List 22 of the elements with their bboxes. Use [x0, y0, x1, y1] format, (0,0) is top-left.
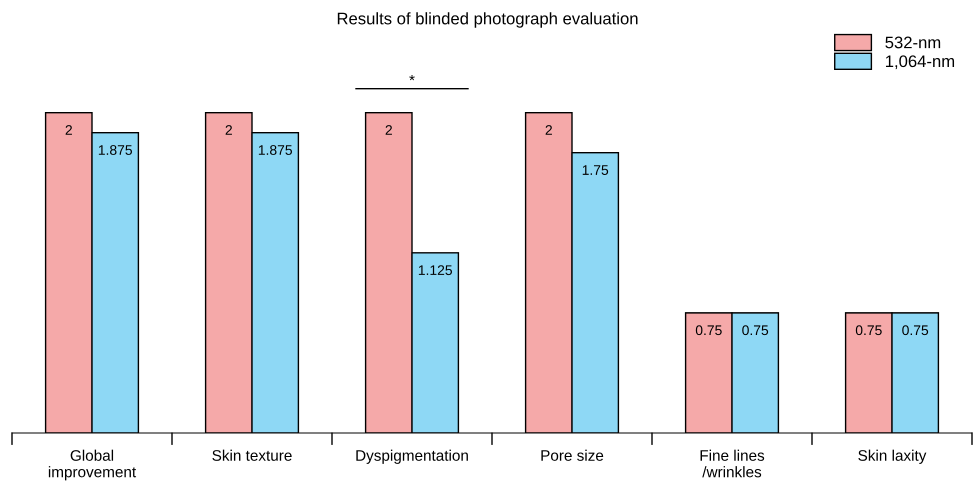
- data-label: 2: [226, 125, 232, 135]
- chart-title: Results of blinded photograph evaluation: [338, 12, 638, 28]
- data-label: 1.875: [258, 145, 292, 155]
- data-label: 1.75: [582, 165, 608, 175]
- data-label: 0.75: [902, 325, 928, 336]
- data-label: 0.75: [696, 325, 722, 336]
- x-tick-label: Global improvement: [48, 450, 136, 480]
- data-label: 2: [386, 125, 392, 135]
- data-label: 2: [546, 125, 552, 135]
- data-label: 2: [66, 125, 72, 135]
- data-label: 1.125: [418, 265, 452, 276]
- data-label: 1.875: [98, 145, 132, 155]
- legend-label: 532-nm: [885, 36, 940, 48]
- text: *: [409, 74, 415, 80]
- x-tick-label: Fine lines /wrinkles: [700, 450, 764, 478]
- x-tick-label: Skin texture: [212, 450, 292, 461]
- data-label: 0.75: [742, 325, 768, 336]
- x-tick-label: Skin laxity: [858, 450, 926, 464]
- x-tick-label: Pore size: [541, 450, 604, 461]
- legend-label: 1,064-nm: [886, 55, 954, 70]
- x-tick-label: Dyspigmentation: [356, 450, 468, 464]
- data-label: 0.75: [856, 325, 882, 336]
